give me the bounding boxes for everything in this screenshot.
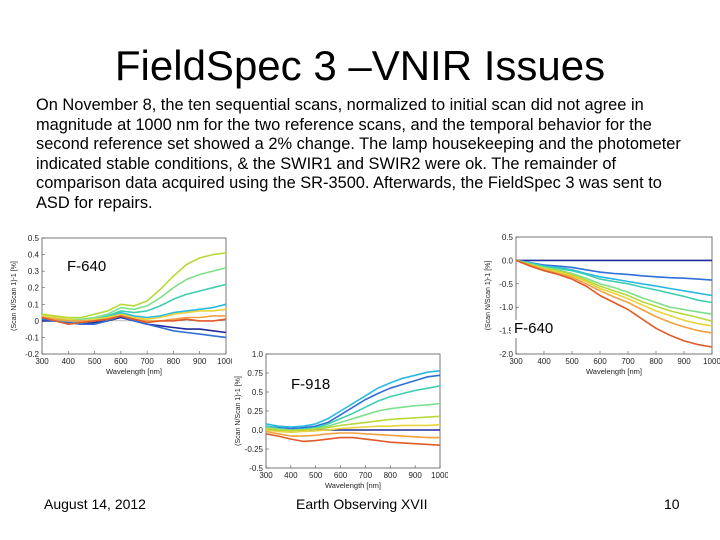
y-tick-label: -0.5 [499,280,513,289]
y-tick-label: 0.1 [28,300,40,309]
x-tick-label: 900 [408,471,422,480]
y-tick-label: 0.5 [252,388,264,397]
y-tick-label: -0.1 [25,333,39,342]
series-line [515,259,713,304]
chart-f640-left-plot: 300 400 500 600 700 800 900 1000 -0.2 -0.1 0 0.1 0.2… [11,234,235,376]
y-tick-label: 0.3 [28,267,40,276]
series-line [41,308,227,322]
x-tick-label: 800 [167,357,181,366]
y-tick-label: 0.75 [247,369,263,378]
series-line [515,259,713,327]
chart-f640-right: 300 400 500 600 700 800 900 1000 -2.0 -1.5 -1.0 -0.… [476,228,720,380]
chart-f918: 300 400 500 600 700 800 900 1000 -0.5 -0.25 0.0 0.2… [226,344,449,500]
x-tick-label: 700 [140,357,154,366]
x-tick-label: 800 [649,357,663,366]
x-axis-label: Wavelength [nm] [106,367,162,376]
x-tick-label: 600 [334,471,348,480]
x-tick-label: 1000 [217,357,232,366]
x-tick-label: 600 [593,357,607,366]
x-tick-label: 600 [114,357,128,366]
x-tick-label: 1000 [703,357,720,366]
y-tick-label: 0.0 [502,256,514,265]
x-tick-label: 500 [309,471,323,480]
chart-f640-left: 300 400 500 600 700 800 900 1000 -0.2 -0.1 0 0.1 0.2… [0,232,235,380]
x-tick-label: 400 [62,357,76,366]
chart-f918-plot: 300 400 500 600 700 800 900 1000 -0.5 -0.25 0.0 0.2… [235,350,449,490]
y-tick-label: -0.2 [25,350,39,359]
slide-body-text: On November 8, the ten sequential scans,… [36,96,681,212]
y-tick-label: -1.0 [499,303,513,312]
series-line [265,433,441,446]
series-line [265,415,441,432]
series-line [41,252,227,319]
y-axis-label: (Scan N/Scan 1)-1 [%] [235,376,242,446]
y-axis-label: (Scan N/Scan 1)-1 [%] [11,261,18,331]
series-line [265,369,441,428]
x-tick-label: 300 [35,357,49,366]
chart-f640-right-plot: 300 400 500 600 700 800 900 1000 -2.0 -1.5 -1.0 -0.… [485,233,720,376]
series-line [515,259,713,334]
x-tick-label: 700 [621,357,635,366]
chart-f640-left-label: F-640 [64,258,110,276]
x-tick-label: 300 [509,357,523,366]
x-tick-label: 400 [537,357,551,366]
x-tick-label: 1000 [431,471,448,480]
x-tick-label: 900 [193,357,207,366]
x-tick-label: 500 [565,357,579,366]
y-tick-label: 0.4 [28,251,40,260]
y-tick-label: 0 [35,317,40,326]
y-tick-label: 0.0 [252,426,264,435]
footer-page-number: 10 [664,496,680,512]
y-tick-label: 0.2 [28,284,40,293]
slide-title: FieldSpec 3 –VNIR Issues [114,42,606,89]
y-tick-label: -0.5 [249,464,263,473]
series-line [515,259,713,281]
x-axis-label: Wavelength [nm] [325,481,381,490]
y-tick-label: 0.5 [502,233,514,242]
chart-f640-right-label: F-640 [511,320,557,338]
x-tick-label: 700 [359,471,373,480]
x-tick-label: 900 [677,357,691,366]
series-line [265,430,440,439]
y-tick-label: 0.25 [247,407,263,416]
series-line [41,315,227,325]
series-line [515,259,713,315]
x-tick-label: 300 [259,471,273,480]
x-tick-label: 500 [88,357,102,366]
y-axis-label: (Scan N/Scan 1)-1 [%] [485,261,492,331]
plot-frame [265,353,441,469]
footer-event: Earth Observing XVII [296,496,428,512]
plot-frame [41,237,227,355]
y-tick-label: 1.0 [252,350,264,359]
series-line [265,423,441,434]
chart-f918-label: F-918 [288,376,334,394]
y-tick-label: -0.25 [245,445,264,454]
footer-date: August 14, 2012 [44,496,146,512]
series-line [515,259,713,348]
y-tick-label: -2.0 [499,350,513,359]
y-tick-label: -1.5 [499,327,513,336]
x-axis-label: Wavelength [nm] [586,367,642,376]
series-line [265,374,441,430]
x-tick-label: 400 [284,471,298,480]
y-tick-label: 0.5 [28,234,40,243]
x-tick-label: 800 [384,471,398,480]
